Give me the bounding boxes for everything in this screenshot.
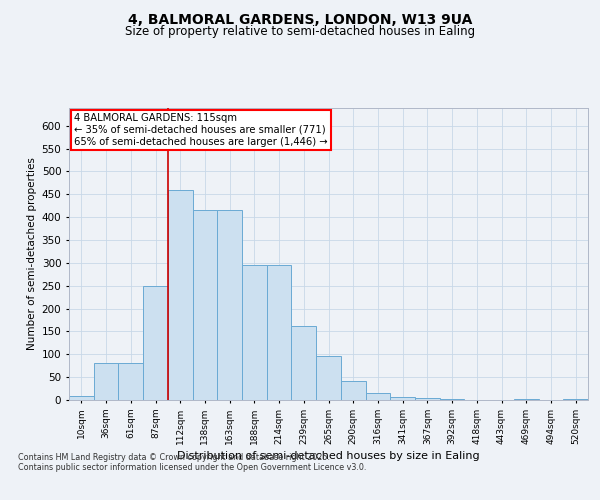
Text: Size of property relative to semi-detached houses in Ealing: Size of property relative to semi-detach… <box>125 25 475 38</box>
Bar <box>563 398 588 400</box>
Text: 4 BALMORAL GARDENS: 115sqm
← 35% of semi-detached houses are smaller (771)
65% o: 4 BALMORAL GARDENS: 115sqm ← 35% of semi… <box>74 114 328 146</box>
Bar <box>267 265 292 400</box>
Bar <box>292 326 316 400</box>
Bar <box>440 399 464 400</box>
Y-axis label: Number of semi-detached properties: Number of semi-detached properties <box>28 158 37 350</box>
Bar <box>316 356 341 400</box>
Bar <box>69 396 94 400</box>
Bar <box>94 364 118 400</box>
Text: 4, BALMORAL GARDENS, LONDON, W13 9UA: 4, BALMORAL GARDENS, LONDON, W13 9UA <box>128 12 472 26</box>
Bar <box>341 381 365 400</box>
Bar <box>118 364 143 400</box>
Bar <box>365 393 390 400</box>
X-axis label: Distribution of semi-detached houses by size in Ealing: Distribution of semi-detached houses by … <box>177 451 480 461</box>
Bar <box>217 210 242 400</box>
Bar <box>242 265 267 400</box>
Bar <box>514 399 539 400</box>
Text: Contains public sector information licensed under the Open Government Licence v3: Contains public sector information licen… <box>18 464 367 472</box>
Bar <box>390 397 415 400</box>
Bar <box>168 190 193 400</box>
Bar <box>143 286 168 400</box>
Bar <box>415 398 440 400</box>
Bar <box>193 210 217 400</box>
Text: Contains HM Land Registry data © Crown copyright and database right 2025.: Contains HM Land Registry data © Crown c… <box>18 452 330 462</box>
